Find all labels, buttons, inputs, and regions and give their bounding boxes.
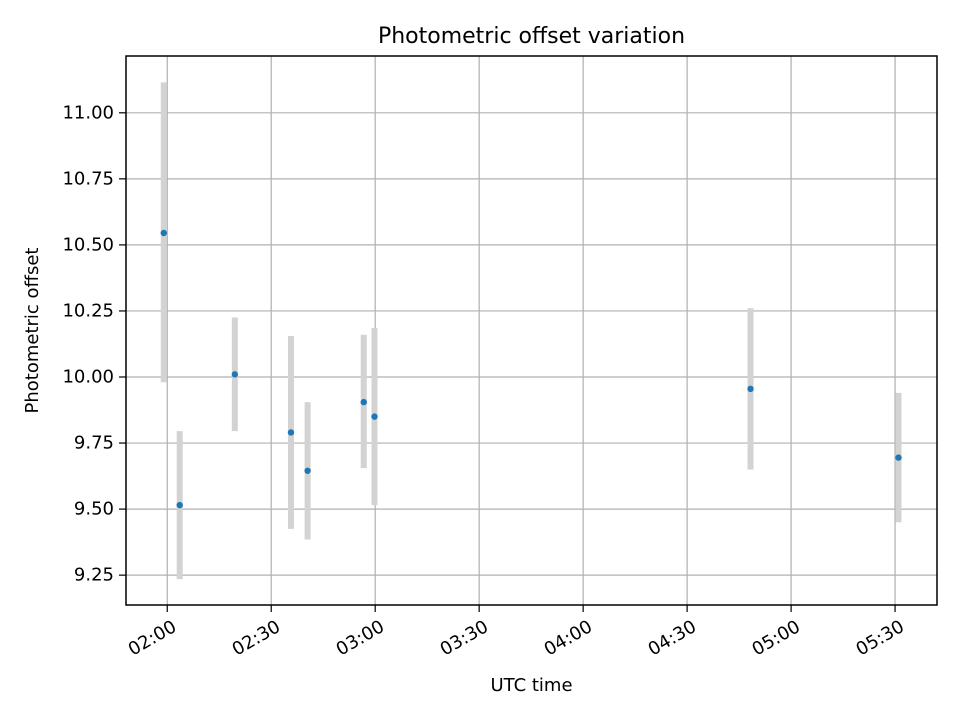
data-point [371,413,378,420]
error-bars [160,82,902,580]
y-tick-label: 10.50 [62,234,114,255]
grid [126,56,937,605]
data-points [160,229,902,509]
x-tick-label: 04:00 [541,616,596,660]
y-axis-ticks: 9.25 9.50 9.75 10.00 10.25 10.50 10.75 11.00 [62,102,126,586]
plot-frame [125,55,938,606]
x-tick-label: 02:00 [125,616,180,660]
data-point [304,467,311,474]
y-tick-label: 11.00 [62,102,114,123]
x-axis-ticks: 02:00 02:30 03:00 03:30 04:00 04:30 05:00 05:30 [125,605,908,660]
chart-title: Photometric offset variation [378,24,685,49]
data-point [176,501,183,509]
x-tick-label: 04:30 [645,616,700,660]
x-tick-label: 05:30 [853,616,908,660]
y-axis-label: Photometric offset [22,248,43,414]
data-point [360,398,367,406]
data-point [747,385,754,393]
y-tick-label: 9.75 [74,433,114,454]
x-axis-label: UTC time [490,675,572,696]
x-tick-label: 03:30 [437,616,492,660]
y-tick-label: 9.50 [74,499,114,520]
x-tick-label: 02:30 [229,616,284,660]
data-point [231,371,239,378]
y-tick-label: 10.75 [62,168,114,189]
y-tick-label: 10.00 [62,366,114,387]
x-tick-label: 05:00 [749,616,804,660]
y-tick-label: 9.25 [74,565,114,586]
y-tick-label: 10.25 [62,300,114,321]
data-point [160,229,167,237]
data-point [287,429,295,436]
data-point [895,454,902,461]
x-tick-label: 03:00 [333,616,388,660]
